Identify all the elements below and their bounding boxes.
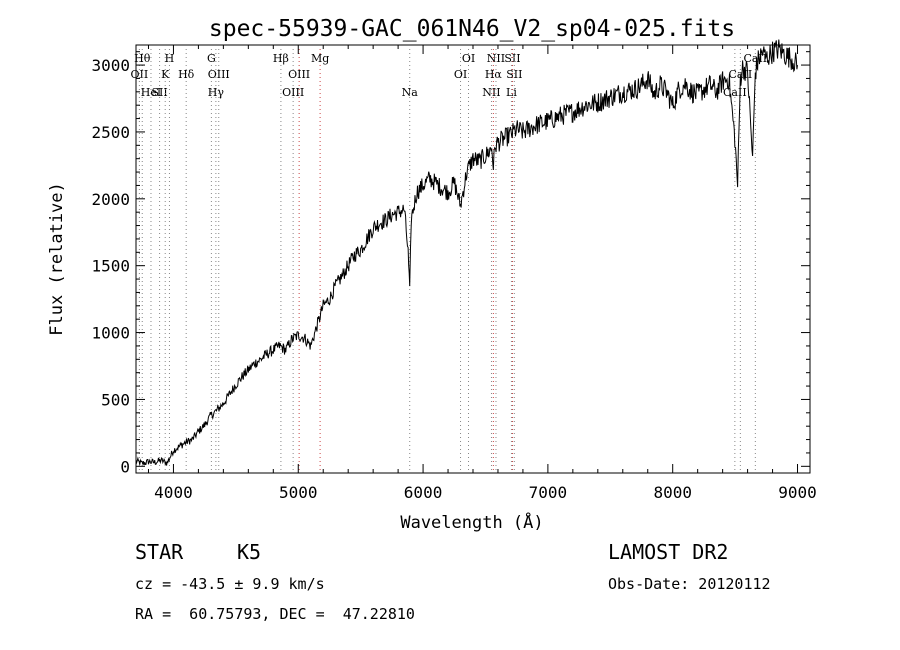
y-tick-label-1500: 1500 (91, 257, 130, 276)
velocity-readout: cz = -43.5 ± 9.9 km/s (135, 575, 325, 593)
line-marker-label-0: OII (131, 68, 149, 81)
line-marker-label-7: G (207, 52, 216, 65)
line-marker-label-1: Hθ (134, 52, 151, 65)
line-marker-label-16: OI (462, 52, 475, 65)
x-tick-label-4000: 4000 (154, 483, 193, 502)
observation-date: Obs-Date: 20120112 (608, 575, 771, 593)
line-marker-label-10: Hβ (273, 52, 289, 65)
y-tick-label-1000: 1000 (91, 324, 130, 343)
y-axis-label: Flux (relative) (47, 182, 67, 336)
object-type: STAR (135, 540, 184, 564)
line-marker-label-18: Hα (485, 68, 503, 81)
line-marker-label-19: NII (487, 52, 505, 65)
survey-name: LAMOST DR2 (608, 540, 729, 564)
line-marker-label-11: OIII (282, 86, 304, 99)
plot-frame (135, 44, 811, 474)
x-tick-label-6000: 6000 (404, 483, 443, 502)
line-marker-label-25: CaII (743, 52, 767, 65)
spectrum-line-0 (135, 39, 799, 466)
x-tick-label-9000: 9000 (778, 483, 817, 502)
line-marker-label-23: CaII (723, 86, 747, 99)
line-marker-label-3: SII (151, 86, 167, 99)
y-tick-label-500: 500 (101, 390, 130, 409)
line-marker-label-12: OIII (288, 68, 310, 81)
subclass: K5 (237, 540, 262, 564)
chart-title: spec-55939-GAC_061N46_V2_sp04-025.fits (209, 16, 735, 42)
line-marker-label-17: NII (482, 86, 500, 99)
y-tick-label-3000: 3000 (91, 56, 130, 75)
line-marker-label-6: Hδ (178, 68, 195, 81)
coordinates-readout: RA = 60.75793, DEC = 47.22810 (135, 605, 415, 623)
line-marker-label-5: H (165, 52, 175, 65)
line-marker-label-13: Mg (311, 52, 329, 65)
x-tick-label-5000: 5000 (279, 483, 318, 502)
line-marker-label-14: Na (402, 86, 419, 99)
line-marker-label-20: Li (506, 86, 517, 99)
line-marker-label-2: HeI (141, 86, 161, 99)
x-tick-label-8000: 8000 (653, 483, 692, 502)
line-markers: OIIHθHeISIIKHHδGHγOIIIHβOIIIOIIIMgNaOIOI… (131, 49, 767, 473)
line-marker-label-8: Hγ (208, 86, 225, 99)
y-axis: 0 500 1000 1500 2000 2500 3000 (91, 51, 810, 476)
x-axis: 4000 5000 6000 7000 8000 9000 (147, 45, 817, 502)
line-marker-label-22: SII (506, 68, 522, 81)
line-marker-label-9: OIII (208, 68, 230, 81)
line-marker-label-21: SII (504, 52, 520, 65)
x-tick-label-7000: 7000 (529, 483, 568, 502)
y-tick-label-2000: 2000 (91, 190, 130, 209)
line-marker-label-24: CaII (729, 68, 753, 81)
line-marker-label-15: OI (454, 68, 467, 81)
y-tick-label-0: 0 (120, 457, 130, 476)
line-marker-label-4: K (161, 68, 170, 81)
series-group (135, 39, 799, 466)
x-axis-label: Wavelength (Å) (400, 511, 543, 533)
y-tick-label-2500: 2500 (91, 123, 130, 142)
